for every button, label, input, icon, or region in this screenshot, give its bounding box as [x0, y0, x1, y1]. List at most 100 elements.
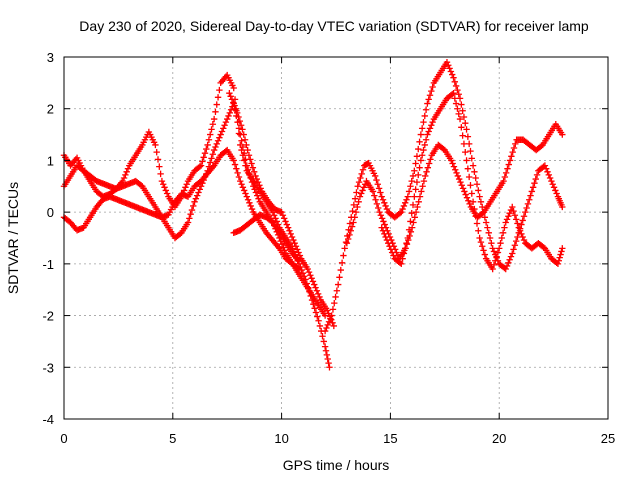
- data-point-marker: [238, 181, 245, 188]
- data-point-marker: [511, 212, 519, 219]
- data-point-marker: [210, 115, 218, 123]
- data-point-marker: [240, 187, 248, 194]
- data-point-marker: [233, 165, 240, 172]
- data-point-marker: [325, 318, 333, 325]
- data-point-marker: [379, 227, 387, 234]
- data-point-marker: [154, 156, 162, 163]
- data-point-marker: [390, 252, 397, 259]
- data-point-marker: [423, 168, 430, 176]
- data-point-marker: [314, 313, 321, 320]
- data-point-marker: [399, 255, 406, 262]
- data-point-marker: [348, 223, 356, 230]
- gridlines: [64, 57, 608, 419]
- data-point-marker: [372, 196, 379, 203]
- data-point-marker: [247, 156, 254, 163]
- data-point-marker: [208, 155, 215, 162]
- data-point-marker: [197, 162, 205, 169]
- data-point-marker: [415, 145, 422, 153]
- data-point-marker: [454, 86, 461, 94]
- data-point-marker: [347, 227, 354, 234]
- data-point-marker: [385, 239, 392, 247]
- data-point-marker: [466, 200, 473, 208]
- data-point-marker: [413, 153, 421, 160]
- data-point-marker: [559, 131, 566, 138]
- data-point-marker: [473, 220, 481, 227]
- data-point-marker: [327, 315, 334, 322]
- data-point-marker: [448, 71, 456, 78]
- data-point-marker: [458, 182, 465, 189]
- data-point-marker: [213, 140, 220, 148]
- data-point-marker: [344, 235, 352, 243]
- data-point-marker: [510, 207, 517, 215]
- data-point-marker: [191, 198, 198, 205]
- data-point-marker: [383, 236, 391, 244]
- data-point-marker: [279, 212, 287, 219]
- data-point-marker: [496, 245, 503, 252]
- data-point-marker: [244, 146, 251, 154]
- data-point-marker: [242, 190, 249, 197]
- y-tick-label: -1: [42, 257, 54, 272]
- y-tick-label: 0: [47, 205, 54, 220]
- data-point-marker: [288, 233, 296, 241]
- data-point-marker: [557, 251, 564, 258]
- data-point-marker: [448, 157, 455, 164]
- data-point-marker: [227, 93, 234, 100]
- data-point-marker: [205, 136, 213, 143]
- data-point-marker: [475, 227, 482, 234]
- data-point-marker: [355, 178, 363, 186]
- data-point-marker: [341, 245, 348, 252]
- data-point-marker: [452, 82, 460, 90]
- data-point-marker: [375, 185, 383, 192]
- data-point-marker: [396, 209, 404, 217]
- y-axis-label: SDTVAR / TECUs: [5, 182, 21, 294]
- data-point-marker: [212, 108, 219, 116]
- data-point-marker: [425, 128, 432, 135]
- data-point-marker: [446, 65, 453, 72]
- data-point-marker: [407, 183, 414, 190]
- data-point-marker: [477, 238, 485, 246]
- data-point-marker: [520, 236, 528, 244]
- data-point-marker: [417, 157, 425, 164]
- data-point-marker: [210, 146, 218, 154]
- data-point-marker: [291, 239, 298, 247]
- data-point-marker: [429, 83, 436, 91]
- data-point-marker: [418, 152, 426, 159]
- data-point-marker: [510, 246, 517, 253]
- data-point-marker: [244, 196, 252, 203]
- data-point-marker: [531, 179, 538, 187]
- data-point-marker: [455, 175, 463, 183]
- data-point-marker: [482, 219, 490, 226]
- data-point-marker: [425, 160, 433, 167]
- data-point-marker: [506, 157, 514, 164]
- data-point-marker: [239, 184, 247, 191]
- data-point-marker: [467, 147, 474, 155]
- data-point-marker: [200, 154, 207, 161]
- data-point-marker: [253, 175, 260, 183]
- y-tick-label: 3: [47, 50, 54, 65]
- data-point-marker: [235, 113, 242, 121]
- data-point-marker: [319, 333, 326, 340]
- data-point-marker: [533, 171, 541, 179]
- data-point-marker: [387, 246, 395, 253]
- y-tick-label: -2: [42, 309, 54, 324]
- data-point-marker: [559, 203, 566, 211]
- data-point-marker: [492, 257, 499, 264]
- data-point-marker: [239, 143, 247, 151]
- data-point-marker: [453, 169, 460, 177]
- data-point-marker: [449, 160, 456, 167]
- data-point-marker: [460, 140, 468, 148]
- data-point-marker: [454, 172, 462, 180]
- data-point-marker: [422, 172, 429, 180]
- data-point-marker: [278, 208, 285, 216]
- data-point-marker: [479, 243, 486, 250]
- data-point-marker: [381, 230, 388, 238]
- data-point-marker: [462, 119, 469, 127]
- y-tick-label: 2: [47, 102, 54, 117]
- data-point-marker: [497, 239, 504, 247]
- data-point-marker: [476, 193, 483, 200]
- data-point-marker: [235, 173, 243, 181]
- data-point-marker: [467, 182, 474, 189]
- data-point-marker: [248, 160, 255, 167]
- data-point-marker: [450, 163, 458, 170]
- data-point-marker: [553, 190, 560, 197]
